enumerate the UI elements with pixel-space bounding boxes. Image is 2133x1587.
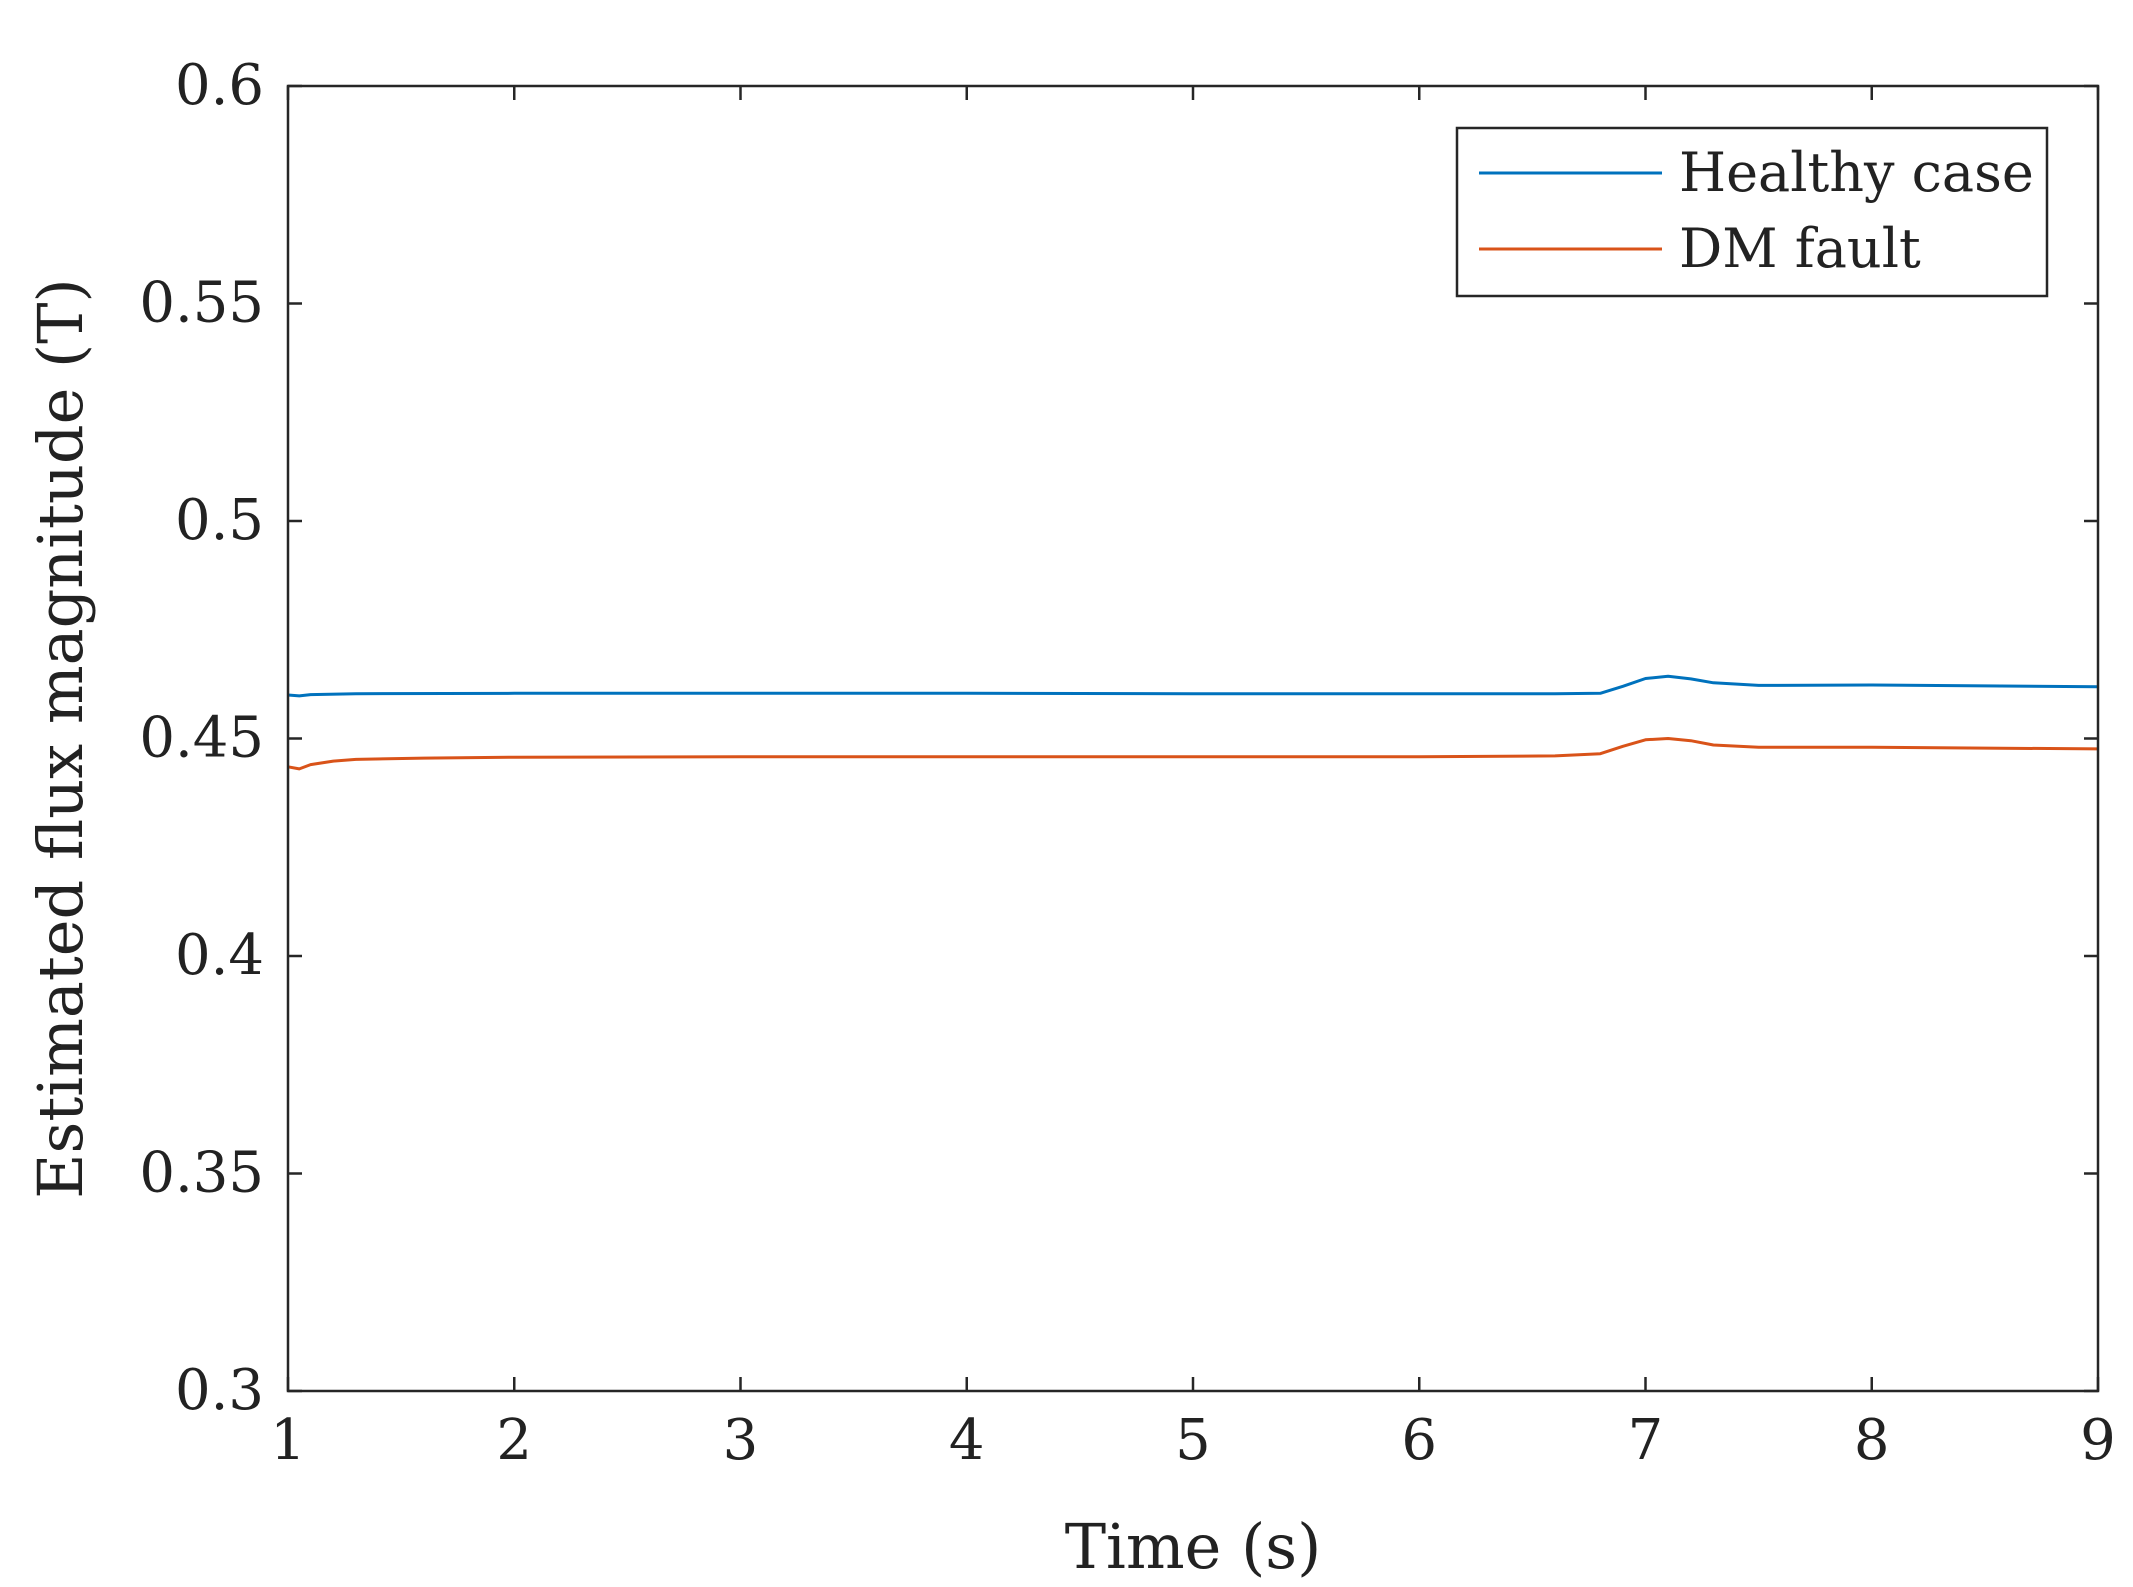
- x-tick-label: 2: [496, 1408, 532, 1473]
- y-tick-label: 0.35: [139, 1141, 264, 1206]
- series-line-0: [287, 674, 2099, 698]
- plot-area-frame: [286, 84, 2100, 1393]
- y-axis-label: Estimated flux magnitude (T): [24, 278, 97, 1198]
- legend-label: DM fault: [1679, 217, 1921, 280]
- x-tick-label: 3: [723, 1408, 759, 1473]
- x-tick-label: 1: [270, 1408, 306, 1473]
- x-tick-label: 7: [1628, 1408, 1664, 1473]
- y-tick-label: 0.45: [139, 706, 264, 771]
- x-tick-label: 9: [2080, 1408, 2116, 1473]
- x-tick-label: 8: [1854, 1408, 1890, 1473]
- legend-box: [1455, 126, 2049, 298]
- legend-label: Healthy case: [1679, 141, 2034, 204]
- legend: Healthy case DM fault: [1455, 126, 2049, 298]
- x-tick-label: 6: [1401, 1408, 1437, 1473]
- y-tick-label: 0.5: [175, 488, 264, 553]
- x-tick-label: 4: [949, 1408, 985, 1473]
- x-tick-label: 5: [1175, 1408, 1211, 1473]
- y-tick-label: 0.55: [139, 271, 264, 336]
- series-line-1: [287, 737, 2099, 771]
- y-tick-label: 0.4: [175, 923, 264, 988]
- y-tick-label: 0.6: [175, 53, 264, 118]
- y-tick-label: 0.3: [175, 1358, 264, 1423]
- x-axis-label: Time (s): [1065, 1510, 1322, 1582]
